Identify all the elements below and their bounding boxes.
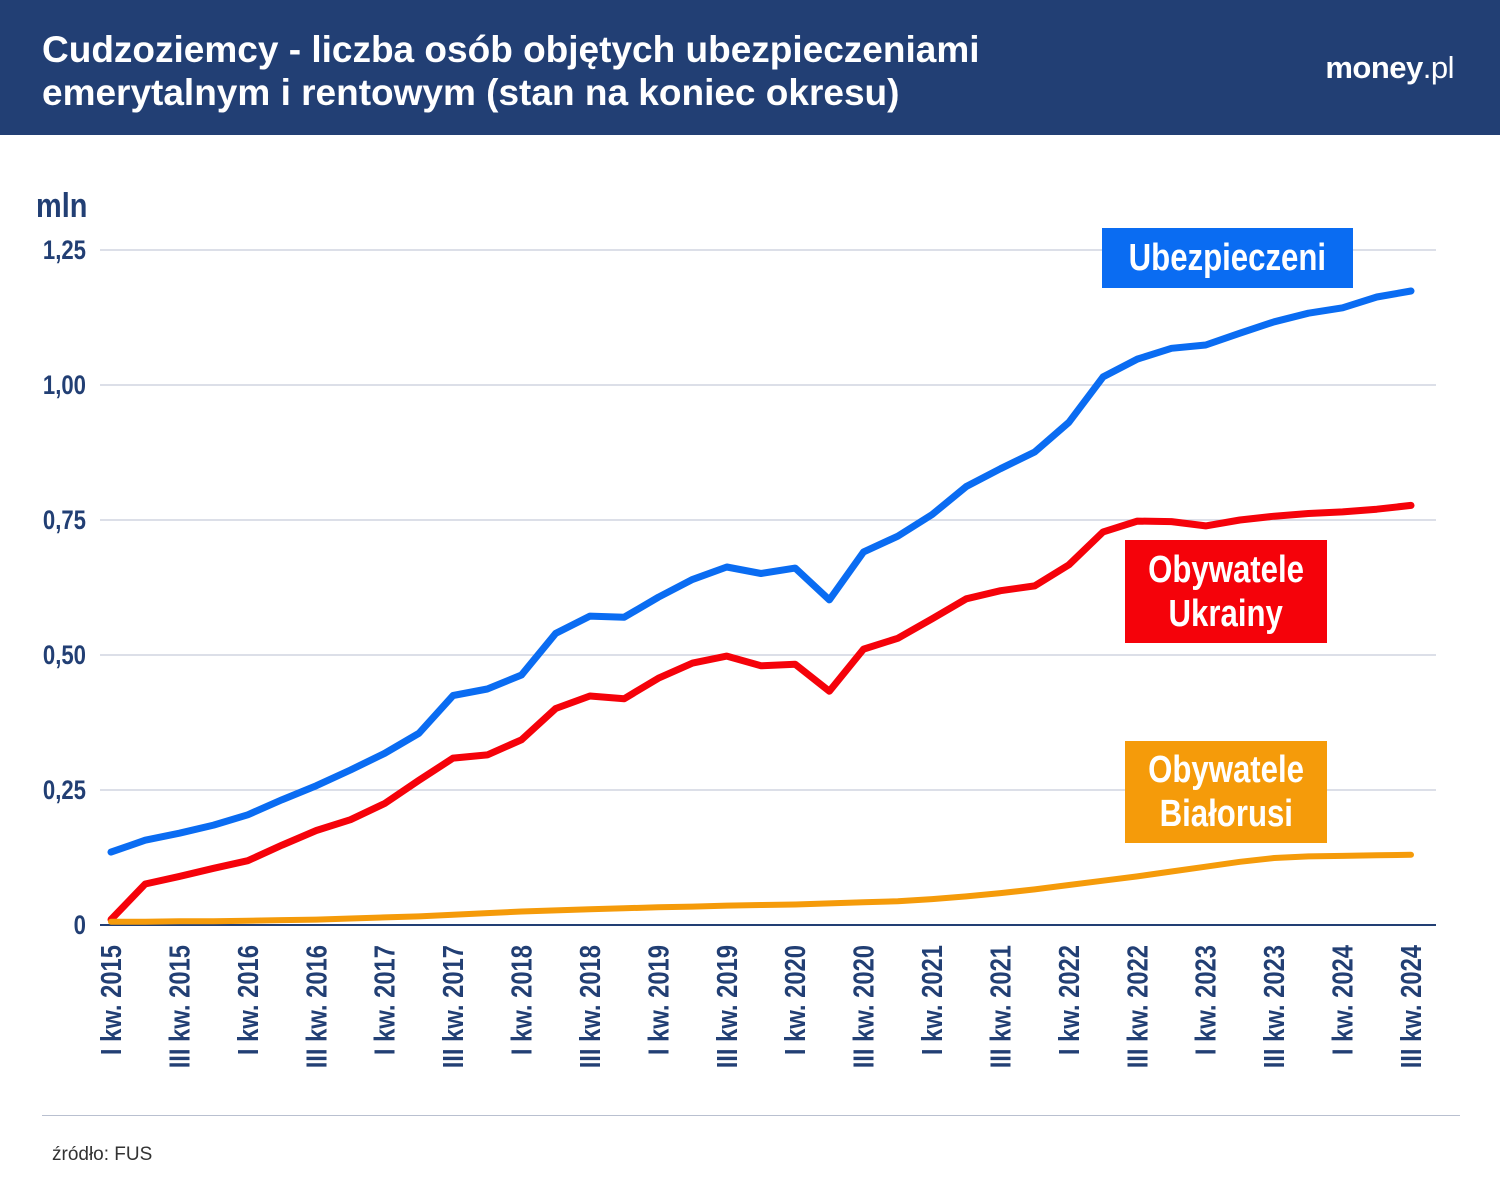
footer-divider [42,1115,1460,1116]
x-tick-label: I kw. 2021 [916,945,949,1055]
legend-ukraina: Obywatele Ukrainy [1125,540,1327,643]
legend-label-line2: Białorusi [1159,793,1293,835]
x-tick-label: III kw. 2019 [711,945,744,1068]
legend-bialorus: Obywatele Białorusi [1125,741,1327,843]
x-tick-label: I kw. 2018 [505,945,538,1055]
x-tick-label: III kw. 2017 [437,945,470,1068]
legend-label-line1: Obywatele [1148,548,1304,591]
source-note: źródło: FUS [52,1144,153,1165]
legend-label-line1: Obywatele [1148,749,1304,791]
x-tick-label: III kw. 2021 [984,945,1017,1068]
x-tick-label: I kw. 2023 [1189,945,1222,1055]
logo-suffix: .pl [1422,50,1455,85]
x-tick-label: III kw. 2020 [847,945,880,1068]
logo-main: money [1325,50,1423,85]
x-tick-label: I kw. 2015 [95,945,128,1055]
x-tick-label: I kw. 2017 [368,945,401,1055]
x-tick-label: I kw. 2020 [779,945,812,1055]
y-tick-label: 0,75 [43,506,86,536]
series-line-ukraina [107,501,1415,924]
y-tick-label: 0,25 [43,776,86,806]
legend-label: Ubezpieczeni [1128,237,1327,279]
header-banner: Cudzoziemcy - liczba osób objętych ubezp… [0,0,1500,135]
x-tick-label: III kw. 2018 [574,945,607,1068]
y-tick-label: 1,25 [43,236,86,266]
x-tick-label: I kw. 2022 [1053,945,1086,1055]
chart-title: Cudzoziemcy - liczba osób objętych ubezp… [42,29,980,113]
x-tick-label: III kw. 2024 [1395,945,1428,1069]
y-tick-label: 0 [74,911,86,941]
legend-ubezpieczeni: Ubezpieczeni [1102,228,1353,288]
x-tick-label: III kw. 2023 [1258,945,1291,1068]
legend-label-line2: Ukrainy [1168,592,1284,635]
y-axis-label: mln [36,186,87,225]
x-tick-label: I kw. 2016 [232,945,265,1055]
y-tick-label: 0,50 [43,641,86,671]
series-line-bialorus [108,851,1414,925]
x-tick-label: I kw. 2024 [1326,945,1359,1055]
x-tick-label: III kw. 2016 [300,945,333,1068]
x-tick-label: I kw. 2019 [642,945,675,1055]
money-pl-logo: money.pl [1325,50,1454,86]
series-line-ubezpieczeni [107,287,1415,856]
x-tick-label: III kw. 2022 [1121,945,1154,1068]
x-tick-label: III kw. 2015 [163,945,196,1068]
y-tick-label: 1,00 [43,371,86,401]
